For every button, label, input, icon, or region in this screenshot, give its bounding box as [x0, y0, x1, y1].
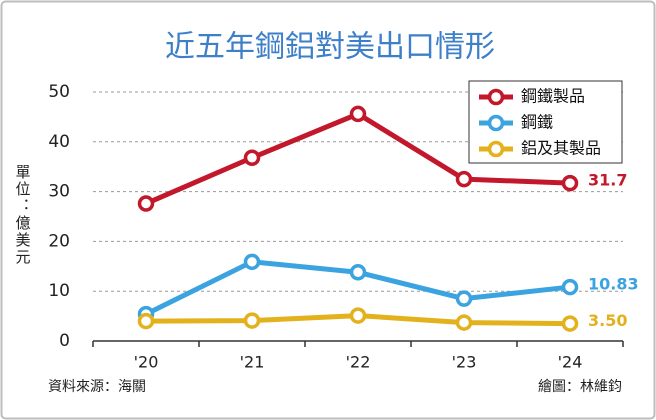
data-point	[137, 312, 155, 330]
legend-marker	[487, 88, 505, 106]
chart-title: 近五年鋼鋁對美出口情形	[165, 30, 495, 65]
y-tick-label: 40	[48, 132, 70, 152]
x-tick-label: '21	[240, 353, 265, 372]
x-tick-label: '22	[346, 353, 371, 372]
legend-label: 鋼鐵	[521, 113, 553, 132]
credit: 繪圖：林維鈞	[538, 378, 622, 395]
data-label: 3.50	[588, 311, 627, 330]
x-tick-label: '20	[134, 353, 159, 372]
legend-label: 鋁及其製品	[521, 139, 601, 158]
y-tick-label: 50	[48, 82, 70, 102]
data-point	[137, 195, 155, 212]
y-tick-label: 10	[48, 281, 70, 301]
data-point	[349, 105, 367, 123]
y-tick-label: 20	[48, 231, 70, 251]
data-point	[243, 253, 261, 271]
legend-label: 鋼鐵製品	[521, 87, 585, 106]
data-point	[455, 290, 473, 307]
x-tick-label: '23	[452, 353, 477, 372]
data-point	[561, 315, 579, 332]
source: 資料來源：海關	[48, 379, 146, 395]
data-point	[349, 307, 367, 324]
legend-marker	[487, 140, 505, 158]
x-tick-label: '24	[558, 353, 583, 372]
y-axis-label: 單位：億美元	[14, 164, 32, 266]
data-point	[349, 264, 367, 281]
data-label: 31.7	[588, 171, 627, 190]
y-tick-label: 0	[59, 331, 70, 351]
data-point	[561, 174, 579, 192]
legend-marker	[487, 114, 505, 132]
data-point	[455, 170, 473, 188]
data-point	[455, 314, 473, 331]
data-point	[243, 149, 261, 166]
data-point	[561, 278, 579, 296]
y-tick-label: 30	[48, 182, 70, 202]
data-point	[243, 312, 261, 329]
data-label: 10.83	[588, 275, 639, 294]
